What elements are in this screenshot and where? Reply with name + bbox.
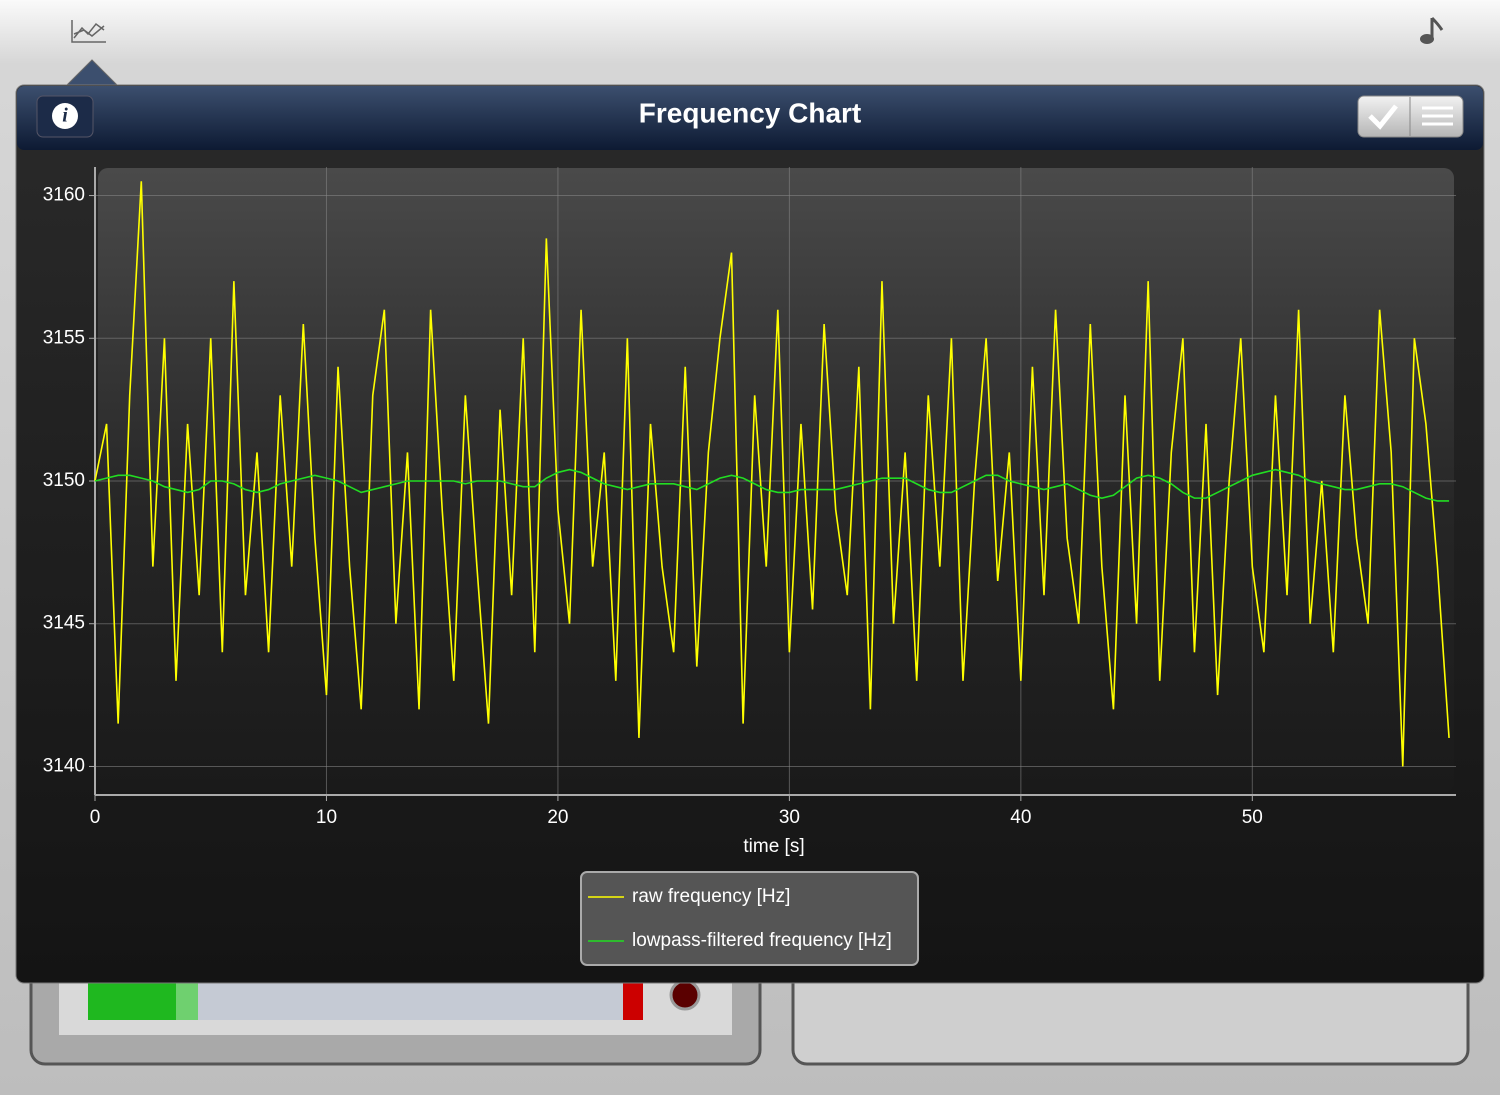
record-led[interactable] — [669, 979, 701, 1011]
music-icon-head — [1420, 34, 1434, 44]
series-line — [94, 468, 1450, 502]
legend-label: lowpass-filtered frequency [Hz] — [632, 930, 892, 951]
top-bar — [0, 0, 1500, 64]
meter-peak — [623, 983, 643, 1020]
y-tick-label: 3145 — [43, 613, 85, 634]
legend-label: raw frequency [Hz] — [632, 886, 790, 907]
popover-title: Frequency Chart — [639, 97, 862, 128]
x-tick-label: 0 — [90, 807, 101, 828]
music-icon[interactable] — [1430, 16, 1444, 38]
meter-level-light — [176, 983, 198, 1020]
y-tick-label: 3150 — [43, 470, 85, 491]
list-icon — [1422, 106, 1453, 126]
info-icon — [52, 103, 78, 129]
meter-level — [88, 983, 176, 1020]
legend — [580, 871, 919, 966]
x-axis-label: time [s] — [743, 836, 804, 857]
chart-icon[interactable] — [71, 20, 106, 43]
x-tick-label: 40 — [1010, 807, 1031, 828]
plot-area — [98, 168, 1454, 792]
chart: 3140 3145 3150 3155 3160 0 10 20 30 40 50 raw frequ… — [43, 167, 1456, 951]
y-tick-label: 3140 — [43, 755, 85, 776]
y-tick-label: 3155 — [43, 327, 85, 348]
check-icon — [1368, 104, 1398, 130]
popover-header — [17, 86, 1483, 150]
y-tick-label: 3160 — [43, 185, 85, 206]
x-tick-label: 50 — [1242, 807, 1263, 828]
series-line — [94, 181, 1450, 767]
x-tick-label: 20 — [547, 807, 568, 828]
info-glyph: i — [62, 105, 68, 127]
x-tick-label: 10 — [316, 807, 337, 828]
x-tick-label: 30 — [779, 807, 800, 828]
